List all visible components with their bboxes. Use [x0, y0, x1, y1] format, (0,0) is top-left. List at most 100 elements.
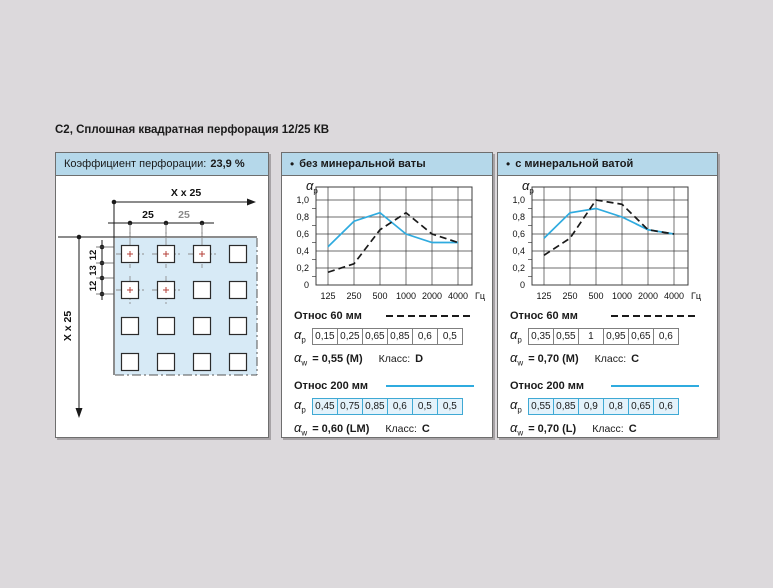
series-block-200mm: Относ 200 мм αp 0,55 0,85 0,9 0,8 0,65 0…	[510, 379, 707, 438]
table-cell: 0,6	[652, 398, 679, 415]
bullet-icon: •	[290, 157, 295, 171]
alpha-w-value: = 0,70 (M)	[528, 353, 579, 365]
alpha-p-symbol: αp	[510, 327, 522, 345]
series-line-dashed	[327, 211, 459, 274]
dimension-top: X x 25	[111, 187, 256, 206]
class-label: Класс:	[378, 353, 411, 365]
table-cell: 0,75	[336, 398, 363, 415]
class-label: Класс:	[385, 423, 417, 435]
class-value: C	[421, 423, 430, 435]
svg-text:0,2: 0,2	[296, 263, 309, 273]
alpha-p-values-table: 0,35 0,55 1 0,95 0,65 0,6	[527, 328, 679, 345]
solid-line-legend-icon	[611, 385, 699, 387]
perforation-drawing: X x 25 25 25 12 13 12	[58, 187, 258, 418]
with-wool-header: • с минеральной ватой	[498, 153, 717, 176]
coefficient-label: Коэффициент перфорации:	[64, 158, 207, 170]
svg-text:4000: 4000	[664, 291, 684, 301]
table-cell: 0,35	[527, 328, 554, 345]
without-wool-title: без минеральной ваты	[299, 158, 426, 170]
chart-grid	[312, 186, 473, 286]
svg-text:125: 125	[320, 291, 335, 301]
svg-text:1000: 1000	[396, 291, 416, 301]
alpha-p-values-table: 0,45 0,75 0,85 0,6 0,5 0,5	[311, 398, 463, 415]
svg-text:2000: 2000	[422, 291, 442, 301]
class-label: Класс:	[594, 353, 627, 365]
svg-text:X x 25: X x 25	[62, 311, 74, 342]
chart-grid	[528, 186, 689, 286]
alpha-p-symbol: αp	[294, 327, 306, 345]
svg-text:12: 12	[88, 250, 99, 261]
panel-without-wool: • без минеральной ваты αp 0 0,2 0,4 0,6 0,8 1…	[281, 152, 493, 438]
svg-text:0,8: 0,8	[512, 212, 525, 222]
page-title: C2, Сплошная квадратная перфорация 12/25…	[55, 124, 330, 136]
svg-text:1,0: 1,0	[296, 195, 309, 205]
svg-text:0,2: 0,2	[512, 263, 525, 273]
svg-text:Гц: Гц	[691, 291, 701, 301]
svg-text:0: 0	[520, 280, 525, 290]
center-marks	[127, 251, 205, 293]
series-name: Относ 200 мм	[510, 380, 585, 392]
table-cell: 0,65	[627, 328, 654, 345]
table-cell: 0,5	[411, 398, 438, 415]
svg-text:250: 250	[346, 291, 361, 301]
alpha-w-value: = 0,70 (L)	[528, 423, 577, 435]
class-value: C	[631, 353, 640, 365]
class-label: Класс:	[592, 423, 624, 435]
alpha-w-value: = 0,55 (M)	[312, 353, 363, 365]
svg-text:0,6: 0,6	[296, 229, 309, 239]
svg-text:250: 250	[562, 291, 577, 301]
dashed-line-legend-icon	[611, 315, 699, 317]
svg-text:0,6: 0,6	[512, 229, 525, 239]
table-cell: 0,25	[336, 328, 363, 345]
svg-text:25: 25	[178, 209, 190, 221]
svg-text:13: 13	[88, 265, 99, 276]
panel-with-wool: • с минеральной ватой αp 0 0,2 0,4 0,6 0,8 1,…	[497, 152, 718, 438]
coefficient-value: 23,9 %	[210, 158, 245, 170]
alpha-w-value: = 0,60 (LM)	[312, 423, 370, 435]
y-axis-labels: 0 0,2 0,4 0,6 0,8 1,0	[512, 195, 525, 290]
dimension-25-25: 25 25	[108, 209, 214, 237]
series-line-dashed	[543, 199, 675, 256]
y-axis-labels: 0 0,2 0,4 0,6 0,8 1,0	[296, 195, 309, 290]
table-cell: 0,85	[386, 328, 413, 345]
svg-text:0,8: 0,8	[296, 212, 309, 222]
class-value: D	[415, 353, 424, 365]
x-axis-labels: 125 250 500 1000 2000 4000 Гц	[320, 291, 485, 301]
table-cell: 0,65	[627, 398, 654, 415]
svg-text:12: 12	[88, 281, 99, 292]
bullet-icon: •	[506, 157, 511, 171]
alpha-w-symbol: αw	[294, 350, 308, 368]
table-cell: 1	[577, 328, 604, 345]
table-cell: 0,65	[361, 328, 388, 345]
table-cell: 0,6	[386, 398, 413, 415]
alpha-p-symbol: αp	[510, 397, 522, 415]
svg-text:1,0: 1,0	[512, 195, 525, 205]
table-cell: 0,5	[436, 398, 463, 415]
svg-text:125: 125	[536, 291, 551, 301]
solid-line-legend-icon	[386, 385, 474, 387]
x-axis-labels: 125 250 500 1000 2000 4000 Гц	[536, 291, 701, 301]
series-name: Относ 60 мм	[294, 310, 362, 322]
panel-perforation: Коэффициент перфорации: 23,9 % X x 25 25	[55, 152, 269, 438]
series-block-60mm: Относ 60 мм αp 0,15 0,25 0,65 0,85 0,6 0…	[294, 309, 482, 368]
series-name: Относ 200 мм	[294, 380, 369, 392]
table-cell: 0,9	[577, 398, 604, 415]
absorption-chart-with-wool: 0 0,2 0,4 0,6 0,8 1,0 125 250 500 1000 2000 4000 Гц	[512, 186, 701, 301]
table-cell: 0,85	[552, 398, 579, 415]
with-wool-title: с минеральной ватой	[515, 158, 634, 170]
alpha-w-symbol: αw	[294, 420, 308, 438]
series-line-solid	[327, 211, 458, 248]
table-cell: 0,8	[602, 398, 629, 415]
table-cell: 0,6	[411, 328, 438, 345]
dimension-12-13-12: 12 13 12	[88, 240, 114, 300]
field-cut-border	[115, 238, 258, 376]
svg-text:0: 0	[304, 280, 309, 290]
table-cell: 0,95	[602, 328, 629, 345]
table-cell: 0,55	[552, 328, 579, 345]
dimension-left: X x 25	[62, 234, 83, 418]
svg-text:4000: 4000	[448, 291, 468, 301]
drawing-structure-lines	[58, 202, 257, 375]
dashed-line-legend-icon	[386, 315, 474, 317]
svg-text:500: 500	[372, 291, 387, 301]
alpha-p-values-table: 0,15 0,25 0,65 0,85 0,6 0,5	[311, 328, 463, 345]
